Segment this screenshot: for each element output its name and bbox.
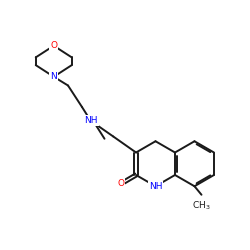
Text: CH$_3$: CH$_3$ <box>192 199 211 212</box>
Text: O: O <box>50 41 57 50</box>
Text: O: O <box>118 179 124 188</box>
Text: NH: NH <box>84 116 97 125</box>
Text: NH: NH <box>149 182 162 191</box>
Text: N: N <box>50 72 57 81</box>
